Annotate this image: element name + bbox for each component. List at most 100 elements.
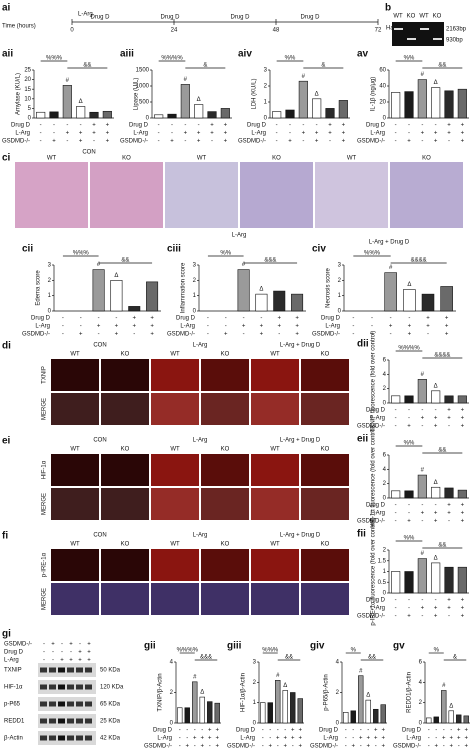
condition-sign: + bbox=[366, 736, 370, 742]
condition-sign: + bbox=[461, 614, 465, 620]
fluorescence-image bbox=[201, 549, 249, 581]
blot-condition-sign: - bbox=[43, 650, 45, 656]
y-tick-label: 6 bbox=[383, 358, 387, 364]
y-tick-label: 1 bbox=[338, 293, 342, 299]
y-tick-label: 4 bbox=[383, 467, 387, 473]
bar bbox=[404, 490, 414, 499]
condition-sign: - bbox=[448, 139, 450, 145]
condition-label: GSDMD-/- bbox=[22, 332, 50, 338]
condition-sign: + bbox=[150, 316, 154, 322]
bar bbox=[110, 280, 123, 312]
bar bbox=[444, 90, 454, 119]
merge-image bbox=[201, 488, 249, 520]
condition-sign: + bbox=[193, 736, 197, 742]
significance-label: &&&& bbox=[434, 353, 450, 359]
genotype-label: WT bbox=[270, 542, 280, 548]
bar bbox=[275, 679, 281, 724]
condition-sign: - bbox=[225, 324, 227, 330]
genotype-label: WT bbox=[270, 352, 280, 358]
condition-sign: + bbox=[210, 131, 214, 137]
bar bbox=[237, 269, 250, 312]
blot-band bbox=[49, 718, 56, 724]
condition-sign: + bbox=[315, 131, 319, 137]
blot-condition-sign: - bbox=[52, 658, 54, 664]
blot-condition-sign: + bbox=[69, 642, 73, 648]
condition-sign: + bbox=[434, 424, 438, 430]
condition-label: L-Arg bbox=[180, 324, 195, 330]
gel-band bbox=[433, 38, 442, 40]
panel-label: di bbox=[2, 341, 11, 352]
y-tick-label: 3 bbox=[48, 263, 52, 269]
condition-sign: - bbox=[40, 139, 42, 145]
y-tick-label: 0 bbox=[253, 721, 257, 727]
condition-sign: + bbox=[434, 416, 438, 422]
significance-marker: Δ bbox=[434, 480, 438, 486]
significance-label: && bbox=[438, 63, 446, 69]
bar bbox=[184, 707, 190, 724]
bar bbox=[431, 562, 441, 594]
condition-sign: + bbox=[447, 408, 451, 414]
fluorescence-image bbox=[301, 454, 349, 486]
condition-sign: - bbox=[421, 503, 423, 509]
bar bbox=[291, 293, 304, 312]
y-tick-label: 4 bbox=[383, 372, 387, 378]
merge-image bbox=[101, 583, 149, 615]
blot-band bbox=[49, 684, 56, 690]
condition-label: Drug D bbox=[247, 123, 267, 129]
condition-sign: - bbox=[435, 736, 437, 742]
fluorescence-image bbox=[51, 549, 99, 581]
bar bbox=[421, 293, 435, 312]
condition-sign: - bbox=[448, 519, 450, 525]
condition-sign: - bbox=[329, 139, 331, 145]
condition-sign: - bbox=[458, 744, 460, 750]
condition-sign: + bbox=[447, 511, 451, 517]
gel-band bbox=[420, 28, 429, 30]
condition-sign: + bbox=[291, 728, 295, 734]
protein-size: 120 KDa bbox=[100, 685, 124, 691]
y-axis-label: Edema score bbox=[36, 270, 42, 306]
condition-sign: - bbox=[243, 332, 245, 338]
significance-label: && bbox=[438, 448, 446, 454]
condition-sign: - bbox=[352, 728, 354, 734]
condition-sign: + bbox=[445, 324, 449, 330]
blot-band bbox=[67, 667, 74, 673]
bar bbox=[457, 489, 467, 499]
y-tick-label: 20 bbox=[24, 77, 31, 83]
condition-sign: + bbox=[461, 519, 465, 525]
condition-sign: + bbox=[389, 324, 393, 330]
condition-sign: - bbox=[427, 332, 429, 338]
bar bbox=[431, 87, 441, 119]
fluorescence-image bbox=[101, 549, 149, 581]
blot-band bbox=[49, 667, 56, 673]
condition-sign: + bbox=[381, 736, 385, 742]
significance-label: %% bbox=[404, 441, 415, 447]
y-tick-label: 0 bbox=[419, 721, 423, 727]
genotype-label: KO bbox=[321, 352, 330, 358]
y-axis-label: Amylase (KU/L) bbox=[16, 73, 22, 115]
condition-label: L-Arg bbox=[370, 416, 385, 422]
protein-size: 42 KDa bbox=[100, 736, 121, 742]
condition-sign: + bbox=[381, 744, 385, 750]
condition-label: L-Arg bbox=[251, 131, 266, 137]
condition-sign: - bbox=[395, 123, 397, 129]
condition-sign: - bbox=[158, 131, 160, 137]
condition-sign: - bbox=[184, 139, 186, 145]
genotype-label: KO bbox=[121, 542, 130, 548]
merge-image bbox=[51, 488, 99, 520]
condition-sign: + bbox=[434, 139, 438, 145]
bar bbox=[417, 79, 427, 119]
condition-label: GSDMD-/- bbox=[357, 614, 385, 620]
condition-sign: - bbox=[352, 324, 354, 330]
condition-sign: - bbox=[435, 728, 437, 734]
panel-label: aiv bbox=[238, 49, 252, 60]
condition-sign: - bbox=[421, 424, 423, 430]
gel-band bbox=[407, 38, 416, 40]
bar bbox=[431, 390, 441, 404]
condition-sign: + bbox=[150, 324, 154, 330]
condition-sign: + bbox=[464, 728, 468, 734]
y-tick-label: 2 bbox=[193, 278, 197, 284]
bar bbox=[350, 710, 356, 724]
condition-sign: + bbox=[434, 744, 438, 750]
condition-sign: - bbox=[435, 408, 437, 414]
condition-sign: - bbox=[360, 744, 362, 750]
